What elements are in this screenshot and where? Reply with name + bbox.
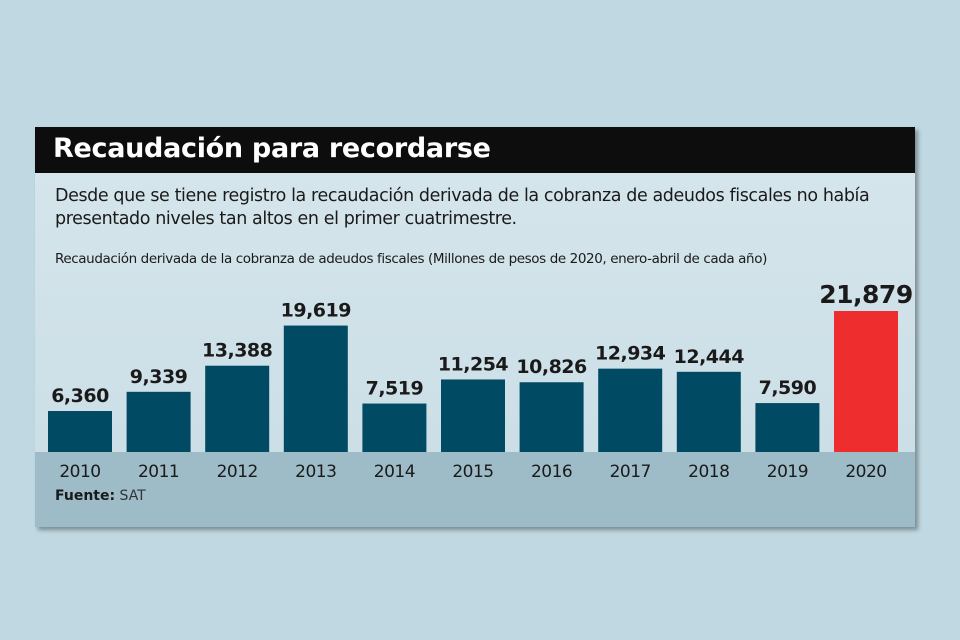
x-tick-label-2015: 2015 — [452, 462, 493, 482]
data-label-2015: 11,254 — [438, 353, 509, 375]
bar-2013 — [283, 325, 348, 452]
x-tick-label-2017: 2017 — [610, 462, 651, 482]
data-label-2019: 7,590 — [759, 377, 817, 399]
title-bar: Recaudación para recordarse — [35, 127, 915, 173]
chart-subtitle: Recaudación derivada de la cobranza de a… — [55, 251, 767, 267]
bar-2016 — [519, 382, 584, 452]
bar-2011 — [126, 391, 191, 452]
data-label-2020: 21,879 — [819, 280, 912, 309]
x-tick-label-2014: 2014 — [374, 462, 415, 482]
bar-2012 — [205, 365, 270, 452]
x-tick-label-2018: 2018 — [688, 462, 729, 482]
data-label-2011: 9,339 — [130, 366, 188, 388]
infographic-card: Recaudación para recordarse Desde que se… — [35, 127, 915, 527]
source-value: SAT — [119, 488, 146, 504]
x-tick-label-2016: 2016 — [531, 462, 572, 482]
x-tick-label-2012: 2012 — [217, 462, 258, 482]
bar-chart: 6,360 2010 9,339 2011 13,388 2012 19,619 2013 7,… — [48, 280, 913, 482]
description: Desde que se tiene registro la recaudaci… — [55, 186, 870, 229]
x-tick-label-2010: 2010 — [59, 462, 100, 482]
x-tick-label-2020: 2020 — [845, 462, 886, 482]
data-label-2013: 19,619 — [281, 300, 351, 322]
bar-2015 — [441, 379, 505, 452]
data-label-2016: 10,826 — [516, 356, 587, 378]
data-label-2017: 12,934 — [595, 343, 666, 365]
source-label: Fuente: — [55, 488, 116, 504]
chart-title: Recaudación para recordarse — [53, 133, 491, 164]
x-tick-label-2013: 2013 — [295, 462, 336, 482]
x-tick-label-2019: 2019 — [767, 462, 808, 482]
bar-2010 — [48, 411, 112, 452]
data-label-2012: 13,388 — [202, 340, 273, 362]
axis-band — [35, 452, 915, 527]
x-tick-label-2011: 2011 — [138, 462, 179, 482]
bar-2019 — [755, 403, 820, 452]
bar-2014 — [362, 403, 427, 452]
bar-2020 — [834, 311, 898, 452]
bar-2017 — [598, 368, 663, 452]
data-label-2014: 7,519 — [366, 378, 424, 400]
data-label-2010: 6,360 — [51, 385, 109, 407]
bar-2018 — [676, 371, 741, 452]
source-note: Fuente: SAT — [55, 488, 146, 504]
data-label-2018: 12,444 — [674, 346, 745, 368]
